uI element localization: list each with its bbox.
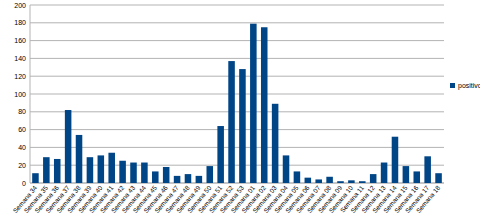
bar [326,177,333,183]
legend-label: positivos [458,82,480,90]
bar [76,135,83,183]
y-tick-label: 180 [14,19,26,26]
bars [32,24,442,183]
bar [217,126,224,183]
bar [239,69,246,183]
bar [32,173,39,183]
y-tick-label: 120 [14,73,26,80]
y-tick-label: 60 [18,126,26,133]
bar [206,166,213,183]
bar [43,157,50,183]
bar [381,163,388,183]
bar [403,166,410,183]
grid-line [30,76,444,77]
x-tick-label: Semana 18 [415,184,442,214]
y-tick-label: 80 [18,108,26,115]
bar [163,167,170,183]
grid-line [30,94,444,95]
bar [261,27,268,183]
bar [337,181,344,183]
bar [228,61,235,183]
y-tick-label: 20 [18,162,26,169]
bar [348,180,355,183]
bar [130,163,137,183]
bar [250,24,257,183]
bar [272,104,279,183]
y-tick-label: 0 [22,180,26,187]
bar [87,157,94,183]
bar [283,155,290,183]
bar [65,110,72,183]
bar [185,174,192,183]
y-tick-label: 200 [14,2,26,9]
grid-line [30,22,444,23]
y-tick-label: 40 [18,144,26,151]
bar [98,155,105,183]
grid-line [30,111,444,112]
bar [413,171,420,183]
y-tick-label: 140 [14,55,26,62]
bar [370,174,377,183]
bar [305,178,312,183]
bar [392,137,399,183]
legend-swatch [450,83,455,88]
bar [315,179,322,183]
bar [54,159,61,183]
bar [108,153,115,183]
y-tick-label: 160 [14,37,26,44]
bar [119,161,126,183]
bar [152,171,159,183]
bar [294,171,301,183]
bar [424,156,431,183]
y-axis [30,5,31,183]
grid-line [30,5,444,6]
grid-line [30,40,444,41]
bar [435,173,442,183]
bar [174,176,181,183]
grid-line [30,58,444,59]
bar [141,163,148,183]
chart: 020406080100120140160180200Semana 34Sema… [0,0,480,223]
grid-line [30,129,444,130]
bar [196,176,203,183]
bar [359,181,366,183]
y-tick-label: 100 [14,91,26,98]
grid-line [30,147,444,148]
